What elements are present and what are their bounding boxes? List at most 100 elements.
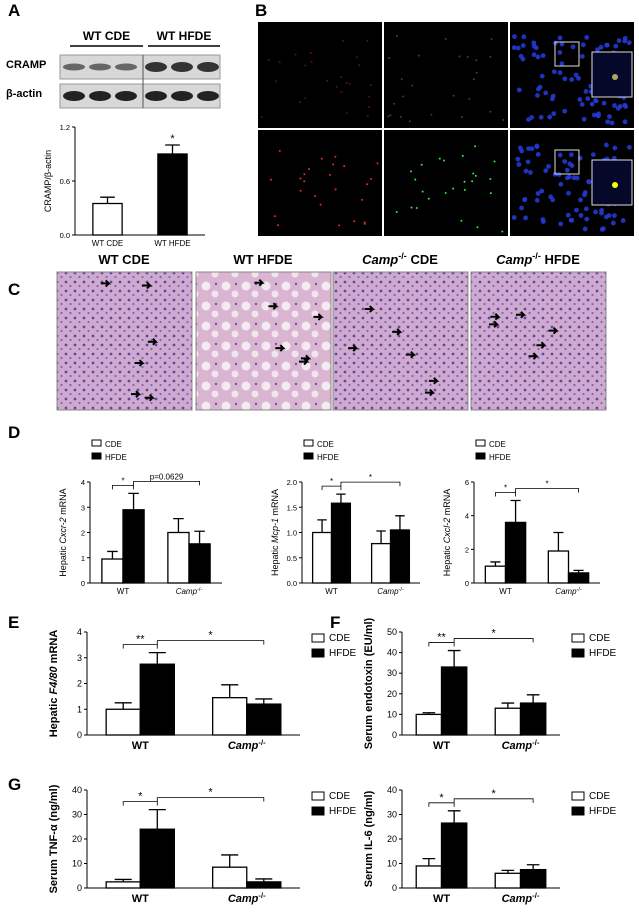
annotation: * [369,473,372,482]
blot-row-label: CRAMP [6,59,46,71]
y-tick-label: 3 [77,653,82,663]
text-part: Camp [502,893,533,905]
legend-swatch [303,452,314,460]
y-tick-label: 3 [81,503,85,512]
x-tick-label: Camp-/- [228,738,266,753]
stain-dot [574,207,579,213]
stain-dot [535,152,541,157]
y-tick-label: 40 [387,785,397,795]
band [145,62,167,72]
y-tick-label: 40 [72,785,82,795]
bar [246,881,282,889]
text-part: Serum endotoxin (EU/ml) [363,617,375,749]
error-bar [501,869,515,874]
x-tick-label: WT [433,740,450,752]
stain-dot [489,110,492,113]
stain-dot [275,80,278,83]
text-part: mRNA [270,489,280,518]
band [171,91,193,101]
stain-dot [568,217,574,223]
error-bar [128,492,139,510]
arrow [528,352,539,360]
arrow [268,302,279,310]
stain-dot [571,175,577,181]
y-tick-label: 2 [465,545,469,554]
legend-label: HFDE [317,453,339,462]
stain-dot [525,159,531,165]
stain-dot [582,226,588,232]
stain-dot [452,187,455,190]
stain-dot [458,55,461,58]
error-bar [114,878,132,882]
stain-dot [410,206,413,209]
y-axis-label: Serum endotoxin (EU/ml) [363,617,375,749]
stain-dot [463,180,466,183]
stain-dot [562,108,568,114]
arrow [364,305,376,313]
text-part: mRNA [48,630,60,667]
y-tick-label: 10 [387,859,397,869]
stain-dot [366,39,369,42]
error-bar [165,144,180,154]
stain-dot [582,192,587,198]
text-part: Camp [502,740,533,752]
legend-swatch [475,439,486,447]
bar [484,565,507,584]
stain-dot [616,38,622,44]
stain-dot [529,146,535,152]
stain-dot [557,152,563,158]
stain-dot [622,102,628,108]
stain-dot [598,44,604,50]
stain-dot [601,100,607,106]
y-tick-label: 4 [465,512,469,521]
stain-dot [550,96,555,102]
stain-dot [520,56,526,62]
stain-dot [546,164,551,169]
x-tick-label: Camp-/- [228,891,266,906]
text-part: WT [325,587,338,596]
bar [105,708,141,736]
legend-label: CDE [329,791,350,802]
error-bar [501,702,515,709]
stain-dot [502,118,505,121]
text-part: Camp [228,740,259,752]
annotation: * [121,476,124,485]
arrow [428,377,440,385]
stain-dot [523,215,528,221]
error-bar [336,493,346,504]
stain-dot [474,145,477,148]
inset-box [554,41,580,67]
stain-dot [522,197,528,203]
stain-dot [408,120,411,123]
stain-dot [566,174,572,180]
x-tick-label: WT [499,587,512,596]
text-part: -/- [532,891,540,900]
legend-swatch [571,806,585,816]
arrow [489,320,500,329]
bar [494,707,522,736]
stain-dot [520,43,526,48]
stain-dot [388,56,391,59]
stain-dot [489,192,492,195]
stain-dot [304,64,307,67]
stain-dot [410,170,413,173]
legend-label: HFDE [489,453,511,462]
annotation: * [170,133,175,145]
significance-bracket [428,642,455,647]
legend-label: HFDE [329,648,357,659]
stain-dot [535,191,541,196]
stain-dot [320,157,323,160]
y-tick-label: 30 [387,810,397,820]
stain-dot [319,203,322,206]
blot-membrane [59,54,221,80]
text-part: -/- [532,251,541,261]
bar [330,502,352,584]
panel-label: D [8,423,20,442]
legend-swatch [91,439,102,447]
stain-dot [366,114,369,117]
histology-image [195,271,332,411]
blot-group: WT HFDE [157,29,212,43]
stain-dot [358,64,361,67]
y-tick-label: 0.0 [287,579,297,588]
y-tick-label: 0 [81,579,85,588]
